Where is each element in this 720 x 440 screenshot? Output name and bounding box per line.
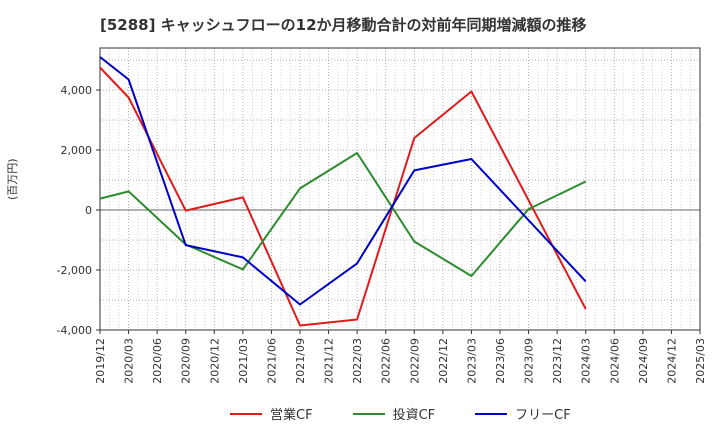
x-tick-label: 2019/12 bbox=[94, 338, 107, 384]
x-tick-label: 2020/06 bbox=[151, 338, 164, 384]
x-tick-label: 2020/03 bbox=[123, 338, 136, 384]
legend-swatch-free-cf bbox=[475, 412, 508, 415]
y-tick-label: 4,000 bbox=[61, 84, 93, 97]
x-tick-label: 2023/06 bbox=[494, 338, 507, 384]
x-tick-label: 2020/09 bbox=[180, 338, 193, 384]
legend-label-free-cf: フリーCF bbox=[515, 408, 571, 423]
legend-label-investing-cf: 投資CF bbox=[392, 408, 436, 423]
free-cf-line bbox=[99, 56, 587, 306]
x-tick-label: 2025/03 bbox=[694, 338, 707, 384]
legend-swatch-operating-cf bbox=[230, 412, 262, 415]
x-tick-label: 2023/09 bbox=[523, 338, 536, 384]
x-tick-label: 2022/12 bbox=[437, 338, 450, 384]
x-tick-label: 2022/03 bbox=[351, 338, 364, 384]
x-tick-label: 2023/12 bbox=[551, 338, 564, 384]
x-tick-label: 2021/03 bbox=[237, 338, 250, 384]
y-tick-label: -4,000 bbox=[57, 324, 92, 337]
y-tick-label: 0 bbox=[85, 204, 92, 217]
x-tick-label: 2021/12 bbox=[323, 338, 336, 384]
x-tick-label: 2020/12 bbox=[208, 338, 221, 384]
investing-cf-line bbox=[99, 152, 587, 277]
legend-item-investing-cf: 投資CF bbox=[352, 404, 436, 423]
legend-label-operating-cf: 営業CF bbox=[270, 408, 313, 423]
x-tick-label: 2024/09 bbox=[637, 338, 650, 384]
legend-item-operating-cf: 営業CF bbox=[230, 404, 313, 423]
x-tick-label: 2024/12 bbox=[665, 338, 678, 384]
y-tick-label: 2,000 bbox=[61, 144, 93, 157]
legend-item-free-cf: フリーCF bbox=[475, 404, 571, 423]
x-tick-label: 2022/06 bbox=[380, 338, 393, 384]
x-tick-label: 2023/03 bbox=[465, 338, 478, 384]
legend: 営業CF 投資CF フリーCF bbox=[230, 404, 571, 423]
plot-frame bbox=[99, 47, 701, 331]
y-tick-label: -2,000 bbox=[57, 264, 92, 277]
x-tick-label: 2024/03 bbox=[580, 338, 593, 384]
x-tick-label: 2021/09 bbox=[294, 338, 307, 384]
chart-title: [5288] キャッシュフローの12か月移動合計の対前年同期増減額の推移 bbox=[100, 16, 587, 34]
x-tick-label: 2024/06 bbox=[608, 338, 621, 384]
x-tick-label: 2021/06 bbox=[265, 338, 278, 384]
legend-swatch-investing-cf bbox=[352, 412, 385, 415]
operating-cf-line bbox=[99, 66, 587, 327]
x-tick-label: 2022/09 bbox=[408, 338, 421, 384]
